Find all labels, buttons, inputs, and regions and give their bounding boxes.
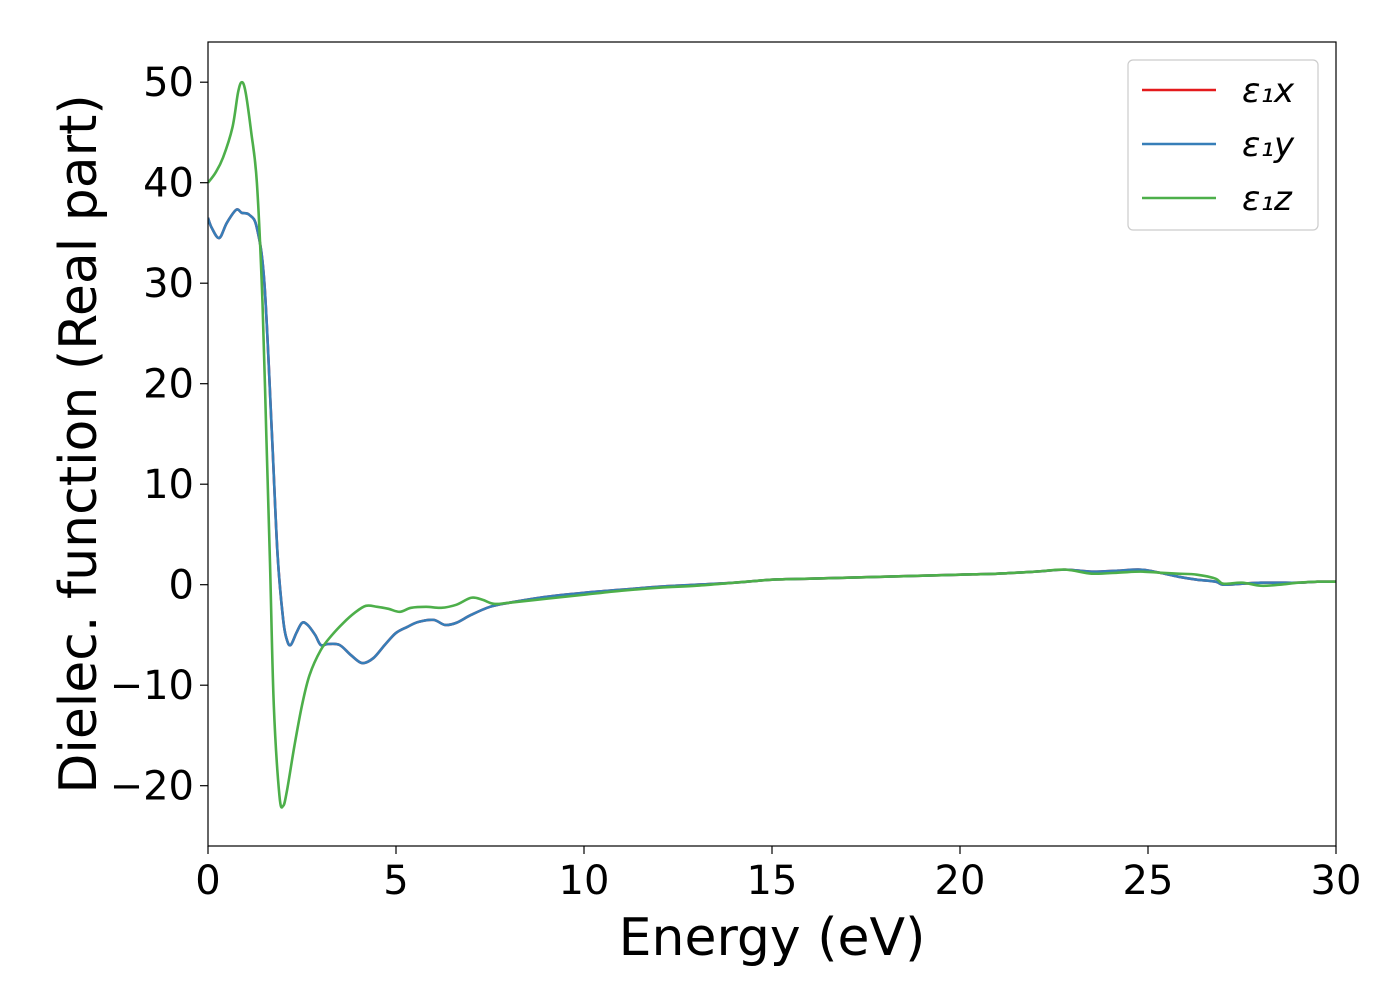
- legend: ε₁x ε₁y ε₁z: [1127, 59, 1319, 231]
- legend-label: ε₁z: [1242, 179, 1293, 219]
- x-tick-label: 30: [1311, 858, 1362, 904]
- series-lines: [208, 80, 1336, 809]
- y-tick-label: 30: [143, 261, 194, 307]
- y-tick-label: 20: [143, 362, 194, 408]
- x-axis-ticks: 0 5 10 15 20 25 30: [195, 846, 1361, 904]
- x-tick-label: 20: [935, 858, 986, 904]
- y-tick-label: 50: [143, 60, 194, 106]
- y-tick-label: 0: [169, 563, 194, 609]
- y-tick-label: 40: [143, 161, 194, 207]
- y-axis-ticks: −20 −10 0 10 20 30 40 50: [110, 60, 208, 810]
- x-tick-label: 0: [195, 858, 220, 904]
- y-axis-title: Dielec. function (Real part): [49, 94, 109, 793]
- x-tick-label: 25: [1123, 858, 1174, 904]
- legend-label: ε₁y: [1242, 125, 1295, 165]
- y-tick-label: −10: [110, 663, 194, 709]
- y-tick-label: 10: [143, 462, 194, 508]
- x-axis-title: Energy (eV): [619, 908, 926, 968]
- x-tick-label: 10: [559, 858, 610, 904]
- legend-box: [1127, 59, 1319, 231]
- x-tick-label: 15: [747, 858, 798, 904]
- y-tick-label: −20: [110, 764, 194, 810]
- legend-label: ε₁x: [1242, 71, 1295, 111]
- x-tick-label: 5: [383, 858, 408, 904]
- series-line-eps1z: [208, 80, 1336, 809]
